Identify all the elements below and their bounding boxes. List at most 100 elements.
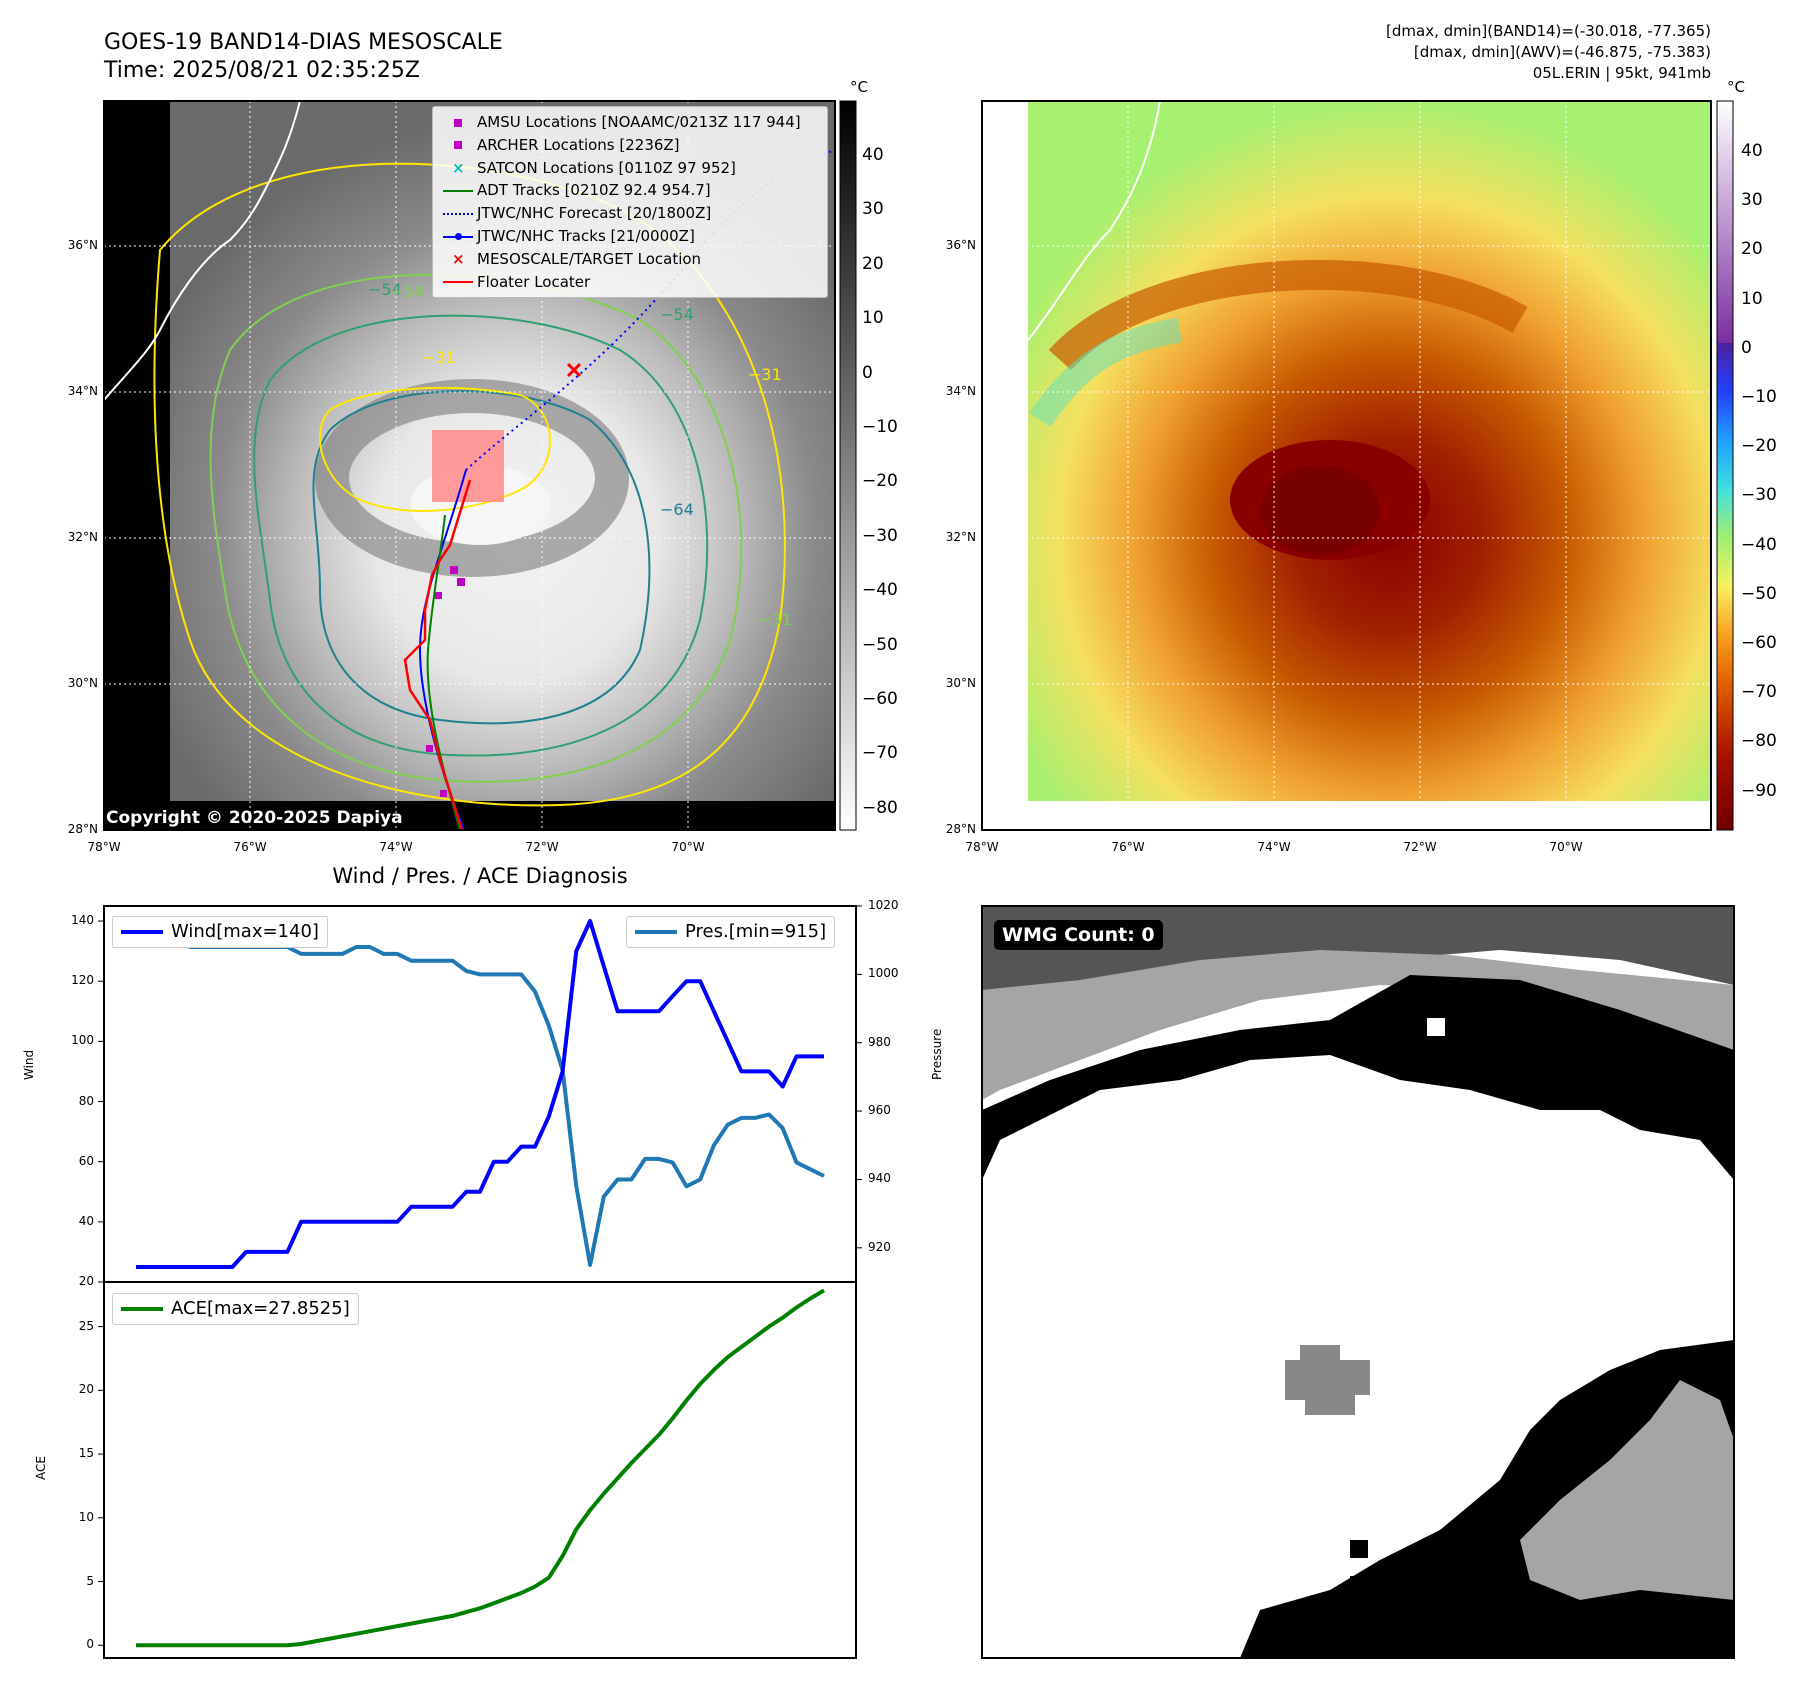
legend-pressure-label: Pres.[min=915] bbox=[685, 921, 827, 942]
contour-label: −31 bbox=[422, 348, 456, 367]
pressure-tick-label: 940 bbox=[868, 1171, 891, 1186]
map2-lat-tick: 30°N bbox=[945, 676, 976, 690]
map2-lat-tick: 36°N bbox=[945, 238, 976, 252]
ace-series-line bbox=[136, 1288, 826, 1648]
colorbar-gray-tick: 20 bbox=[862, 253, 884, 274]
wind-tick-label: 100 bbox=[71, 1033, 94, 1048]
legend-label: JTWC/NHC Tracks [21/0000Z] bbox=[477, 227, 695, 245]
map2-lon-tick: 78°W bbox=[965, 840, 999, 854]
colorbar-gray-tick: −60 bbox=[862, 689, 898, 709]
map-legend-item: × SATCON Locations [0110Z 97 952] bbox=[441, 157, 736, 179]
ace-axis-title: ACE bbox=[34, 1456, 48, 1480]
contour-label: −31 bbox=[758, 610, 792, 629]
legend-ace-label: ACE[max=27.8525] bbox=[171, 1298, 350, 1319]
pressure-tick-label: 960 bbox=[868, 1103, 891, 1118]
legend-marker-icon: × bbox=[452, 159, 465, 178]
figure-title-line1: GOES-19 BAND14-DIAS MESOSCALE bbox=[104, 30, 503, 55]
colorbar-color-tick: 10 bbox=[1741, 288, 1763, 309]
wind-tick-label: 80 bbox=[78, 1093, 94, 1108]
map2-lon-tick: 74°W bbox=[1257, 840, 1291, 854]
target-location-marker bbox=[566, 362, 582, 378]
map1-lon-tick: 70°W bbox=[671, 840, 705, 854]
map2-lat-tick: 34°N bbox=[945, 384, 976, 398]
pressure-tick-label: 1000 bbox=[868, 966, 899, 981]
map-legend-item: ARCHER Locations [2236Z] bbox=[441, 134, 680, 156]
legend-wind-label: Wind[max=140] bbox=[171, 921, 319, 942]
colorbar-color-tick: −30 bbox=[1741, 485, 1777, 506]
legend-marker-icon bbox=[441, 227, 477, 247]
map2-lat-tick: 32°N bbox=[945, 530, 976, 544]
legend-marker-icon bbox=[441, 135, 477, 155]
legend-label: ARCHER Locations [2236Z] bbox=[477, 135, 680, 154]
wmg-panel bbox=[982, 906, 1734, 1658]
legend-wind-swatch bbox=[121, 930, 163, 934]
legend-marker-icon bbox=[441, 272, 477, 292]
colorbar-gray-tick: −50 bbox=[862, 634, 898, 655]
colorbar-gray-tick: 40 bbox=[862, 145, 884, 165]
colorbar-color-tick: 40 bbox=[1741, 141, 1763, 161]
wmg-count-label: WMG Count: 0 bbox=[994, 920, 1163, 950]
colorbar-color-tick: 30 bbox=[1741, 190, 1763, 211]
colorbar-gray-tick: 10 bbox=[862, 308, 884, 329]
wind-tick-label: 140 bbox=[71, 913, 94, 928]
map2-lon-tick: 70°W bbox=[1549, 840, 1583, 854]
colorbar-gray-tick: −80 bbox=[862, 797, 898, 818]
map-legend-item: JTWC/NHC Tracks [21/0000Z] bbox=[441, 225, 695, 247]
colorbar-color-tick: −50 bbox=[1741, 583, 1777, 604]
contour-label: −54 bbox=[390, 282, 424, 301]
contour-label: −64 bbox=[660, 500, 694, 519]
legend-marker-icon bbox=[441, 204, 477, 224]
info-line1: [dmax, dmin](BAND14)=(-30.018, -77.365) bbox=[1386, 22, 1711, 40]
ace-tick-label: 20 bbox=[78, 1382, 94, 1397]
legend-label: Floater Locater bbox=[477, 272, 591, 291]
map1-lat-tick: 36°N bbox=[67, 238, 98, 252]
legend-ace: ACE[max=27.8525] bbox=[112, 1293, 359, 1325]
copyright-notice: Copyright © 2020-2025 Dapiya bbox=[106, 808, 403, 828]
chart-title: Wind / Pres. / ACE Diagnosis bbox=[332, 864, 628, 888]
colorbar-gray-unit: °C bbox=[850, 78, 868, 96]
color-enhanced-ir-map bbox=[982, 101, 1711, 830]
coastline bbox=[1027, 101, 1161, 341]
colorbar-color-tick: −10 bbox=[1741, 387, 1777, 407]
colorbar-gray-tick: −30 bbox=[862, 525, 898, 546]
colorbar-gray-tick: 30 bbox=[862, 199, 884, 220]
legend-label: AMSU Locations [NOAAMC/0213Z 117 944] bbox=[477, 113, 801, 131]
map2-lon-tick: 72°W bbox=[1403, 840, 1437, 854]
ace-tick-label: 15 bbox=[78, 1446, 94, 1461]
map1-lat-tick: 30°N bbox=[67, 676, 98, 690]
colorbar-color-tick: −20 bbox=[1741, 436, 1777, 457]
colorbar-color-tick: −60 bbox=[1741, 633, 1777, 653]
pressure-axis-title: Pressure bbox=[930, 1028, 944, 1080]
ace-tick-label: 5 bbox=[86, 1573, 94, 1588]
map1-lon-tick: 76°W bbox=[233, 840, 267, 854]
jtwc-forecast-track bbox=[465, 149, 835, 471]
ace-tick-label: 0 bbox=[86, 1637, 94, 1652]
wind-tick-label: 60 bbox=[78, 1153, 94, 1168]
info-line3: 05L.ERIN | 95kt, 941mb bbox=[1532, 64, 1711, 82]
map1-lat-tick: 28°N bbox=[67, 822, 98, 836]
colorbar-color-tick: 20 bbox=[1741, 239, 1763, 260]
grayscale-colorbar bbox=[839, 100, 857, 831]
figure-title-line2: Time: 2025/08/21 02:35:25Z bbox=[104, 58, 420, 83]
ace-tick-label: 10 bbox=[78, 1509, 94, 1524]
map1-lon-tick: 74°W bbox=[379, 840, 413, 854]
wind-tick-label: 120 bbox=[71, 973, 94, 988]
floater-track bbox=[403, 479, 472, 830]
colorbar-color-tick: −40 bbox=[1741, 534, 1777, 555]
legend-pressure-swatch bbox=[635, 930, 677, 934]
wind-series-line bbox=[136, 919, 824, 1269]
wind-tick-label: 20 bbox=[78, 1274, 94, 1288]
colorbar-color-tick: −70 bbox=[1741, 682, 1777, 703]
colorbar-gray-tick: −20 bbox=[862, 471, 898, 492]
colorbar-color-tick: −90 bbox=[1741, 780, 1777, 801]
contour-label: −54 bbox=[368, 280, 402, 299]
map1-lon-tick: 78°W bbox=[87, 840, 121, 854]
color-colorbar-bottom bbox=[1717, 343, 1733, 830]
colorbar-color-unit: °C bbox=[1727, 78, 1745, 96]
contour-label: −31 bbox=[748, 365, 782, 384]
colorbar-gray-tick: 0 bbox=[862, 362, 873, 383]
legend-wind: Wind[max=140] bbox=[112, 916, 328, 948]
pressure-tick-label: 1020 bbox=[868, 898, 899, 912]
contour-label: −54 bbox=[660, 305, 694, 324]
